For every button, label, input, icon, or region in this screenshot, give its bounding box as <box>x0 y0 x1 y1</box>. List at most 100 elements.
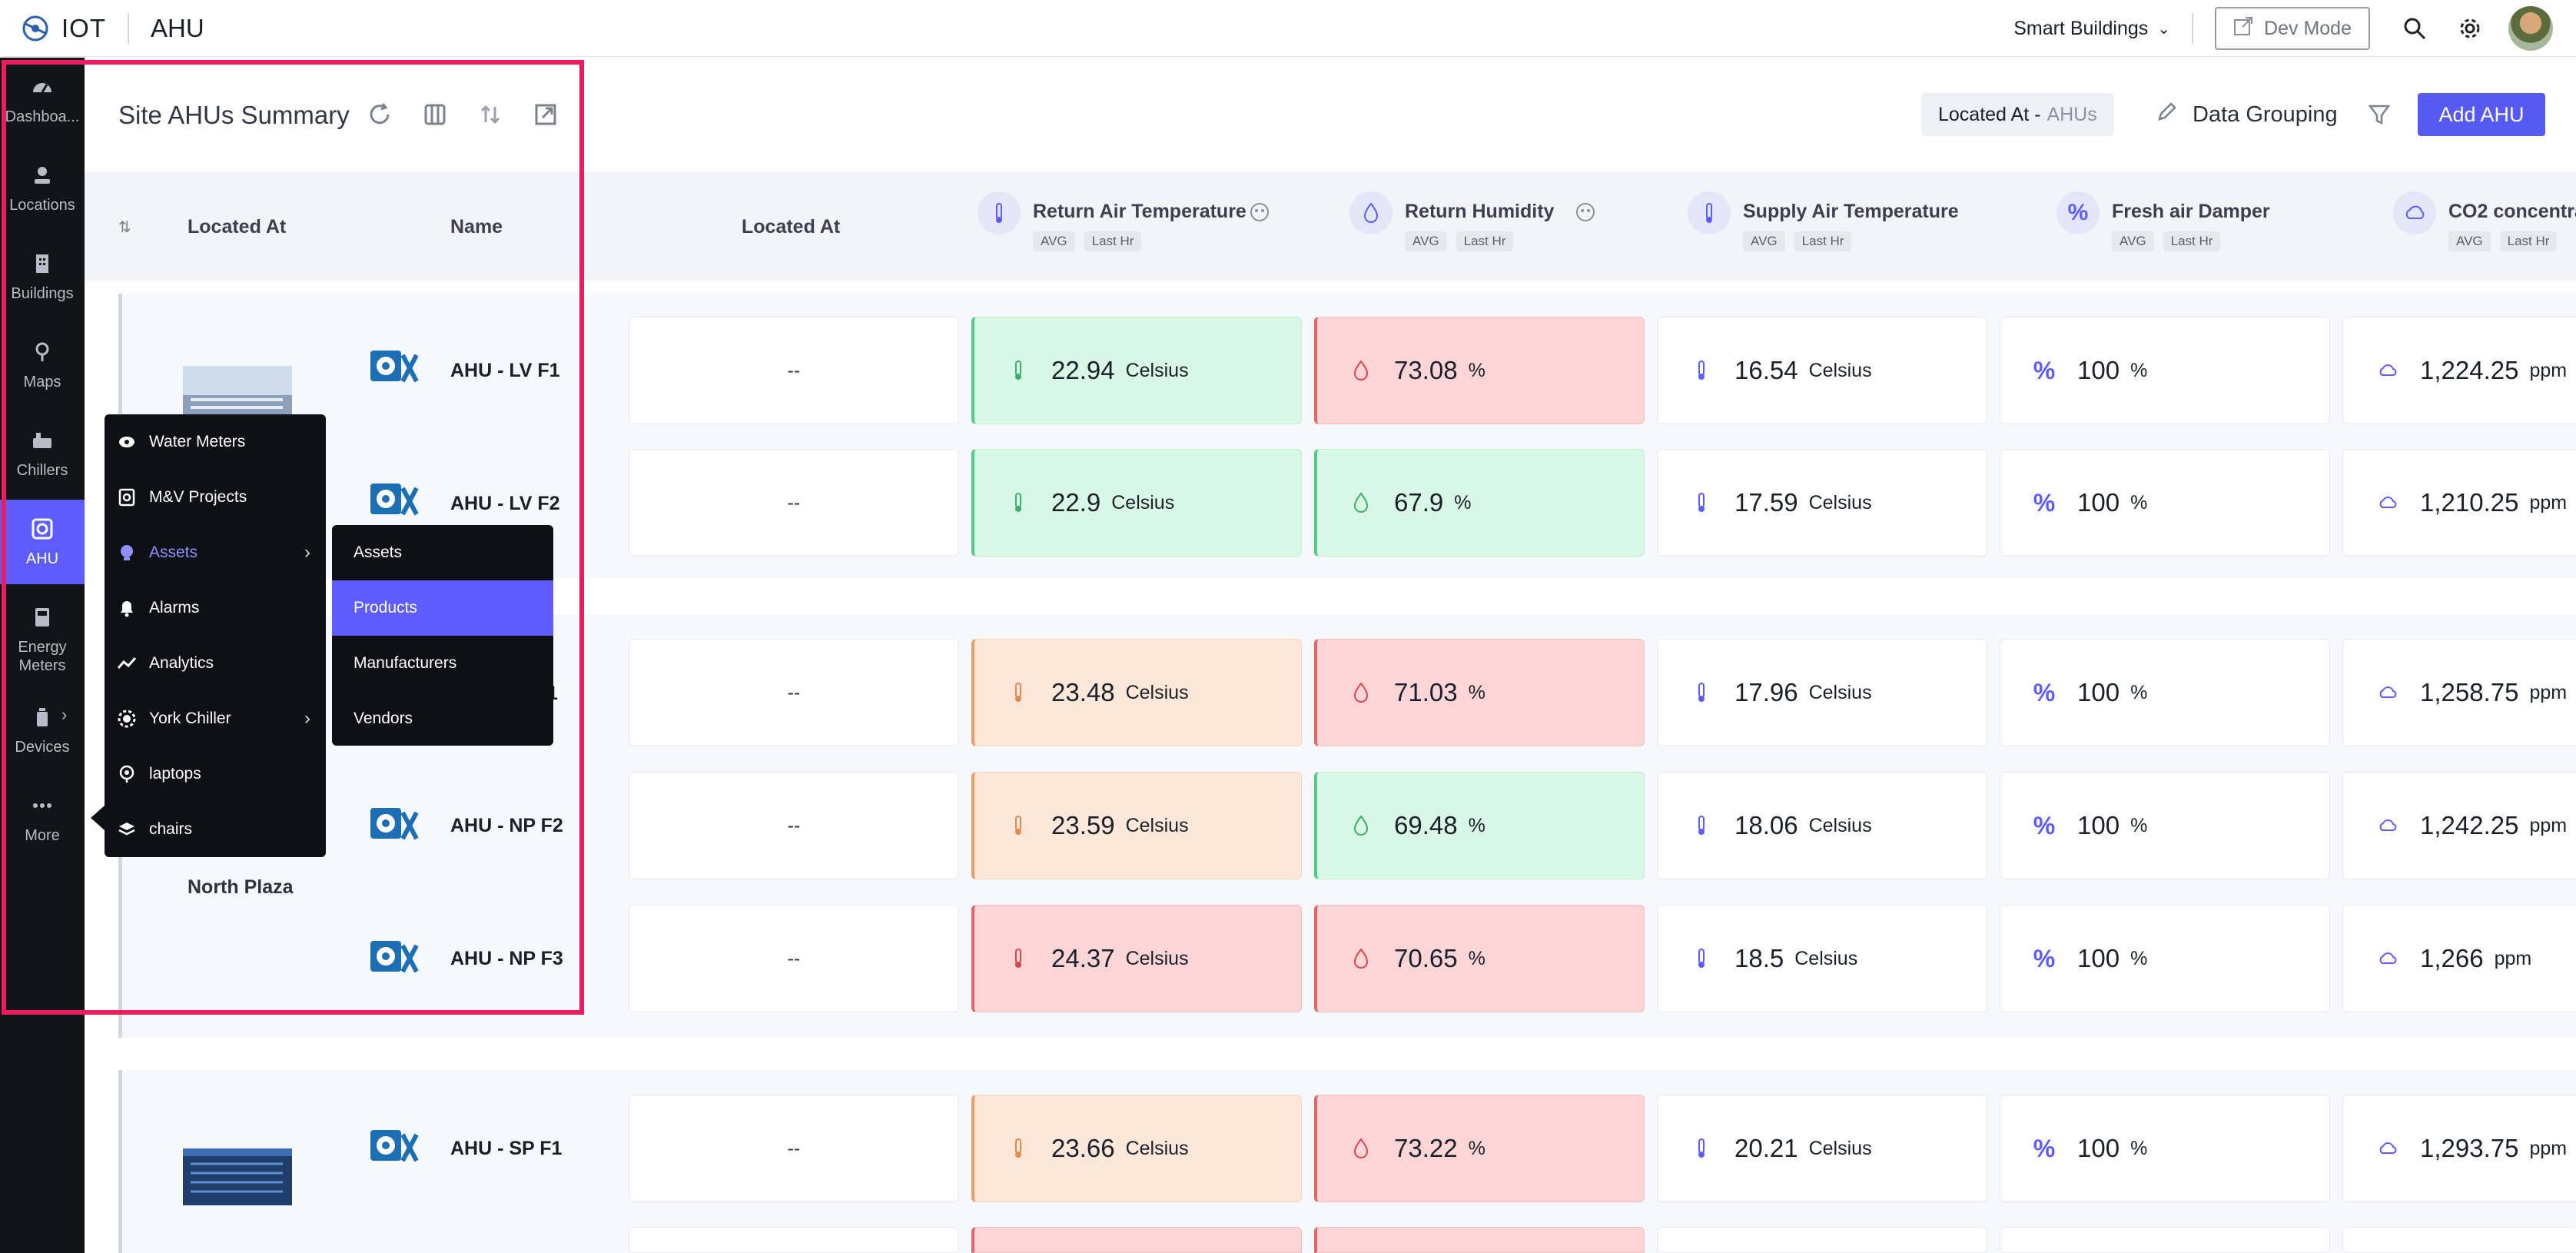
metric-value: 23.48 <box>1051 678 1115 706</box>
return-air-temperature-cell[interactable]: 24.37 Celsius <box>971 905 1302 1012</box>
submenu-item-vendors[interactable]: Vendors <box>354 710 413 727</box>
fresh-air-damper-cell[interactable]: % 100 % <box>2000 1095 2330 1202</box>
tenant-selector[interactable]: Smart Buildings ⌄ <box>2013 18 2170 40</box>
pencil-icon <box>2156 100 2179 129</box>
chevron-right-icon: › <box>61 705 68 724</box>
return-humidity-cell[interactable]: 71.03 % <box>1314 639 1645 746</box>
metric-value: 17.59 <box>1734 488 1798 517</box>
column-header-return-air-temperature[interactable]: Return Air Temperature AVG Last Hr <box>978 191 1316 261</box>
return-air-temperature-cell[interactable]: 23.59 Celsius <box>971 772 1302 879</box>
column-header-fresh-air-damper[interactable]: % Fresh air Damper AVG Last Hr <box>2056 191 2318 261</box>
metric-value: 23.59 <box>1051 811 1115 839</box>
supply-air-temperature-cell[interactable]: 18.06 Celsius <box>1657 772 1987 879</box>
gear-icon[interactable] <box>2453 12 2487 45</box>
column-header-co2-concentration[interactable]: CO2 concentra AVG Last Hr <box>2393 191 2576 261</box>
column-header-located-at-2[interactable]: Located At <box>742 216 841 238</box>
co2-cell[interactable]: 1,242.25 ppm <box>2342 772 2576 879</box>
search-icon[interactable] <box>2398 12 2432 45</box>
supply-air-temperature-cell[interactable]: 16.54 Celsius <box>1657 317 1987 424</box>
menu-item-water-meters[interactable]: Water Meters <box>105 414 326 470</box>
columns-icon[interactable] <box>418 98 452 131</box>
menu-item-mv-projects[interactable]: M&V Projects <box>105 470 326 525</box>
brand[interactable]: IOT AHU <box>18 0 204 57</box>
ahu-name[interactable]: AHU - NP F3 <box>450 948 563 969</box>
nav-item-chillers[interactable]: Chillers <box>0 411 85 496</box>
ahu-name[interactable]: AHU - LV F2 <box>450 493 560 514</box>
dev-mode-button[interactable]: Dev Mode <box>2215 7 2370 50</box>
nav-item-energy-meters[interactable]: Energy Meters <box>0 590 85 690</box>
column-header-located-at[interactable]: Located At <box>188 216 287 238</box>
nav-item-devices[interactable]: Devices › <box>0 688 85 773</box>
fresh-air-damper-cell[interactable]: % 100 % <box>2000 905 2330 1012</box>
menu-item-assets[interactable]: Assets › <box>105 525 326 580</box>
add-ahu-button[interactable]: Add AHU <box>2418 93 2545 136</box>
metric-unit: % <box>2130 681 2148 703</box>
sort-icon[interactable] <box>473 98 507 131</box>
nav-item-buildings[interactable]: Buildings <box>0 234 85 319</box>
return-humidity-cell[interactable]: 67.9 % <box>1314 449 1645 557</box>
fresh-air-damper-cell[interactable]: % 100 % <box>2000 449 2330 557</box>
submenu-item-manufacturers[interactable]: Manufacturers <box>354 654 457 672</box>
metric-unit: Celsius <box>1808 681 1872 703</box>
menu-item-york-chiller[interactable]: York Chiller › <box>105 691 326 746</box>
droplet-icon <box>1349 191 1393 234</box>
tenant-label: Smart Buildings <box>2013 17 2149 39</box>
fresh-air-damper-cell[interactable]: % 100 % <box>2000 772 2330 879</box>
metric-value: 71.03 <box>1394 678 1458 706</box>
return-humidity-cell[interactable]: 73.08 % <box>1314 317 1645 424</box>
nav-item-more[interactable]: More <box>0 776 85 861</box>
supply-air-temperature-cell[interactable]: 17.96 Celsius <box>1657 639 1987 746</box>
fresh-air-damper-cell[interactable]: % 100 % <box>2000 317 2330 424</box>
ahu-name[interactable]: AHU - SP F1 <box>450 1138 563 1159</box>
column-header-name[interactable]: Name <box>450 216 503 238</box>
nav-item-ahu[interactable]: AHU <box>0 500 85 584</box>
return-air-temperature-cell[interactable]: 23.48 Celsius <box>971 639 1302 746</box>
return-humidity-cell[interactable]: 70.65 % <box>1314 905 1645 1012</box>
co2-cell[interactable]: 1,210.25 ppm <box>2342 449 2576 557</box>
menu-item-chairs[interactable]: chairs <box>105 802 326 857</box>
return-humidity-cell[interactable]: 73.22 % <box>1314 1095 1645 1202</box>
metric-unit: Celsius <box>1808 359 1872 381</box>
supply-air-temperature-cell[interactable]: 18.5 Celsius <box>1657 905 1987 1012</box>
filter-icon[interactable] <box>2362 98 2396 131</box>
menu-item-analytics[interactable]: Analytics <box>105 636 326 691</box>
avatar[interactable] <box>2508 6 2553 51</box>
nav-item-maps[interactable]: Maps <box>0 323 85 407</box>
data-grouping-label: Data Grouping <box>2193 101 2338 127</box>
nav-item-dashboard[interactable]: Dashboa... <box>0 58 85 142</box>
percent-icon: % <box>2033 678 2056 706</box>
sort-toggle-icon[interactable]: ⇅ <box>118 219 131 236</box>
data-grouping-button[interactable]: Data Grouping <box>2156 93 2338 136</box>
menu-item-laptops[interactable]: laptops <box>105 746 326 802</box>
nav-label: Energy Meters <box>18 639 67 674</box>
co2-cell[interactable]: 1,293.75 ppm <box>2342 1095 2576 1202</box>
return-humidity-cell[interactable]: 69.48 % <box>1314 772 1645 879</box>
menu-item-alarms[interactable]: Alarms <box>105 580 326 636</box>
co2-cell <box>2342 1227 2576 1253</box>
nav-item-locations[interactable]: Locations <box>0 146 85 231</box>
co2-cell[interactable]: 1,224.25 ppm <box>2342 317 2576 424</box>
submenu-item-assets[interactable]: Assets <box>354 543 403 561</box>
metric-value: 73.08 <box>1394 356 1458 384</box>
co2-cell[interactable]: 1,266 ppm <box>2342 905 2576 1012</box>
return-air-temperature-cell[interactable]: 22.9 Celsius <box>971 449 1302 557</box>
thermometer-icon <box>1691 357 1711 384</box>
co2-cell[interactable]: 1,258.75 ppm <box>2342 639 2576 746</box>
metric-value: 24.37 <box>1051 944 1115 972</box>
expand-icon[interactable] <box>529 98 563 131</box>
return-air-temperature-cell[interactable]: 22.94 Celsius <box>971 317 1302 424</box>
ahu-name[interactable]: AHU - LV F1 <box>450 360 560 381</box>
located-at-filter-chip[interactable]: Located At - AHUs <box>1921 93 2114 136</box>
column-header-return-humidity[interactable]: Return Humidity AVG Last Hr <box>1349 191 1657 261</box>
ahu-name[interactable]: AHU - NP F2 <box>450 815 563 836</box>
column-header-supply-air-temperature[interactable]: Supply Air Temperature AVG Last Hr <box>1688 191 2010 261</box>
top-bar: IOT AHU Smart Buildings ⌄ Dev Mode <box>0 0 2576 57</box>
supply-air-temperature-cell[interactable]: 20.21 Celsius <box>1657 1095 1987 1202</box>
return-air-temperature-cell[interactable]: 23.66 Celsius <box>971 1095 1302 1202</box>
supply-air-temperature-cell[interactable]: 17.59 Celsius <box>1657 449 1987 557</box>
divider <box>2192 13 2194 44</box>
submenu-item-products[interactable]: Products <box>332 580 553 636</box>
refresh-icon[interactable] <box>363 98 397 131</box>
located-at-cell: -- <box>629 317 959 424</box>
fresh-air-damper-cell[interactable]: % 100 % <box>2000 639 2330 746</box>
